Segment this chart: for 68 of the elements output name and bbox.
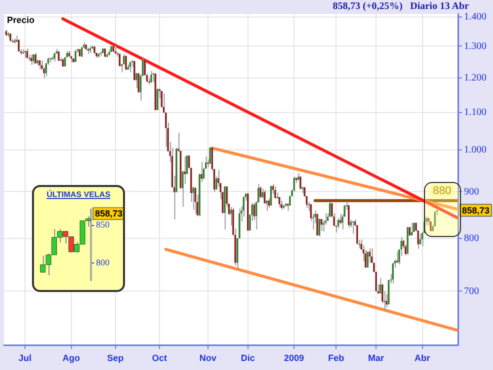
candlestick (64, 56, 66, 67)
candlestick (300, 176, 302, 190)
candlestick (419, 232, 422, 245)
x-tick-label: Feb (328, 352, 345, 363)
candlestick (364, 249, 367, 268)
candlestick (247, 192, 249, 232)
candlestick (152, 72, 154, 83)
y-tick-label: 1.400 (464, 11, 486, 22)
candlestick (368, 248, 371, 264)
candlestick (396, 250, 398, 264)
candlestick (352, 220, 354, 234)
annotation: 858,73 (95, 208, 123, 219)
candlestick (150, 70, 152, 83)
candlestick (32, 54, 34, 65)
candlestick (366, 250, 369, 268)
candlestick (200, 162, 203, 183)
candlestick (404, 244, 406, 256)
chart-title: ÚLTIMAS VELAS (46, 190, 112, 199)
x-tick-label: 2009 (284, 352, 304, 363)
x-tick-label: Abr (414, 352, 431, 363)
candlestick (242, 196, 245, 218)
candlestick (34, 52, 37, 64)
candlestick (30, 54, 32, 66)
y-tick-label: 800 (96, 258, 110, 268)
x-tick-label: Oct (152, 352, 168, 363)
candlestick (213, 168, 216, 193)
y-tick-label: 1.100 (464, 106, 486, 118)
candlestick (413, 222, 415, 232)
candlestick (316, 213, 318, 236)
candlestick (204, 156, 207, 170)
candlestick (270, 185, 272, 206)
x-tick-label: Mar (368, 352, 385, 363)
candlestick (125, 54, 127, 70)
candlestick (348, 204, 350, 228)
candlestick (278, 196, 280, 208)
candlestick (22, 48, 24, 55)
candlestick (392, 262, 394, 284)
candlestick (417, 230, 420, 250)
x-tick-label: Sep (107, 352, 124, 363)
candlestick (386, 294, 388, 308)
y-tick-label: 800 (464, 232, 479, 244)
candlestick (74, 50, 76, 62)
y-tick-label: 850 (96, 220, 110, 230)
candlestick (337, 218, 340, 229)
y-tick-label: 1.200 (464, 72, 486, 84)
candlestick (209, 146, 211, 164)
candlestick (280, 200, 282, 210)
x-tick-label: Jul (18, 352, 32, 363)
y-tick-label: 1.300 (464, 40, 486, 52)
y-tick-label: 1.000 (464, 144, 486, 156)
annotation: 858,73 (462, 205, 490, 216)
candlestick (328, 201, 331, 218)
chart-title: 858,73 (+0,25%) Diario 13 Abr (332, 1, 469, 12)
y-tick-label: 700 (464, 286, 479, 297)
x-tick-label: Dic (240, 352, 255, 363)
candlestick (154, 73, 156, 111)
annotation: 880 (432, 185, 452, 198)
candlestick (371, 248, 373, 264)
candlestick (194, 187, 196, 214)
candlestick (260, 186, 262, 199)
y-tick-label: 900 (464, 186, 479, 198)
y-axis-title: Precio (7, 14, 36, 25)
candlestick (118, 53, 121, 67)
candlestick (274, 186, 276, 200)
x-tick-label: Ago (62, 352, 81, 363)
x-tick-label: Nov (199, 352, 216, 363)
candlestick (318, 218, 320, 237)
candlestick (293, 176, 296, 192)
